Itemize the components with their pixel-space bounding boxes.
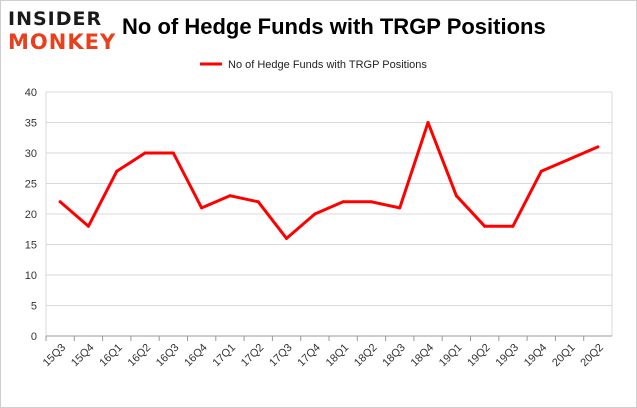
data-point-20Q2 (596, 145, 600, 149)
x-tick-label-19Q2: 19Q2 (465, 342, 493, 370)
y-tick-label-5: 5 (31, 301, 37, 313)
x-tick-label-19Q4: 19Q4 (522, 342, 550, 370)
x-tick-label-15Q3: 15Q3 (41, 342, 69, 370)
data-point-18Q1 (341, 200, 345, 204)
y-tick-label-30: 30 (25, 148, 37, 160)
x-tick-label-18Q1: 18Q1 (324, 342, 352, 370)
data-point-16Q4 (200, 206, 204, 210)
logo-text-insider: INSIDER (8, 8, 103, 30)
data-point-16Q3 (171, 151, 175, 155)
y-tick-label-25: 25 (25, 179, 37, 191)
data-point-19Q3 (511, 224, 515, 228)
y-tick-label-40: 40 (25, 87, 37, 99)
y-tick-label-10: 10 (25, 270, 37, 282)
data-point-19Q4 (539, 169, 543, 173)
data-point-18Q3 (398, 206, 402, 210)
x-tick-label-17Q3: 17Q3 (267, 342, 295, 370)
data-point-16Q2 (143, 151, 147, 155)
x-tick-label-16Q1: 16Q1 (97, 342, 125, 370)
series-line-0 (58, 121, 600, 240)
logo-text-monkey: MONKEY (8, 30, 117, 54)
data-point-18Q2 (369, 200, 373, 204)
data-point-16Q1 (115, 169, 119, 173)
x-tick-label-15Q4: 15Q4 (69, 342, 97, 370)
data-point-20Q1 (568, 157, 572, 161)
insider-monkey-logo: INSIDER MONKEY (8, 6, 118, 56)
data-point-19Q2 (483, 224, 487, 228)
x-tick-label-19Q3: 19Q3 (494, 342, 522, 370)
data-point-15Q3 (58, 200, 62, 204)
x-tick-label-16Q4: 16Q4 (182, 342, 210, 370)
data-point-15Q4 (86, 224, 90, 228)
data-point-17Q1 (228, 194, 232, 198)
x-tick-label-16Q3: 16Q3 (154, 342, 182, 370)
y-tick-label-0: 0 (31, 331, 37, 343)
x-tick-label-16Q2: 16Q2 (126, 342, 154, 370)
x-tick-label-18Q2: 18Q2 (352, 342, 380, 370)
data-point-17Q4 (313, 212, 317, 216)
x-tick-label-17Q2: 17Q2 (239, 342, 267, 370)
y-tick-label-35: 35 (25, 118, 37, 130)
legend-label: No of Hedge Funds with TRGP Positions (228, 59, 427, 71)
data-point-19Q1 (454, 194, 458, 198)
data-point-18Q4 (426, 121, 430, 124)
data-point-17Q2 (256, 200, 260, 204)
x-tick-label-20Q1: 20Q1 (550, 342, 578, 370)
x-tick-label-18Q3: 18Q3 (380, 342, 408, 370)
x-tick-label-17Q4: 17Q4 (295, 342, 323, 370)
chart-title: No of Hedge Funds with TRGP Positions (122, 14, 546, 39)
x-tick-label-20Q2: 20Q2 (578, 342, 606, 370)
x-tick-label-17Q1: 17Q1 (211, 342, 239, 370)
x-tick-label-18Q4: 18Q4 (409, 342, 437, 370)
x-tick-label-19Q1: 19Q1 (437, 342, 465, 370)
data-point-17Q3 (285, 236, 289, 240)
y-tick-label-15: 15 (25, 240, 37, 252)
y-tick-label-20: 20 (25, 209, 37, 221)
